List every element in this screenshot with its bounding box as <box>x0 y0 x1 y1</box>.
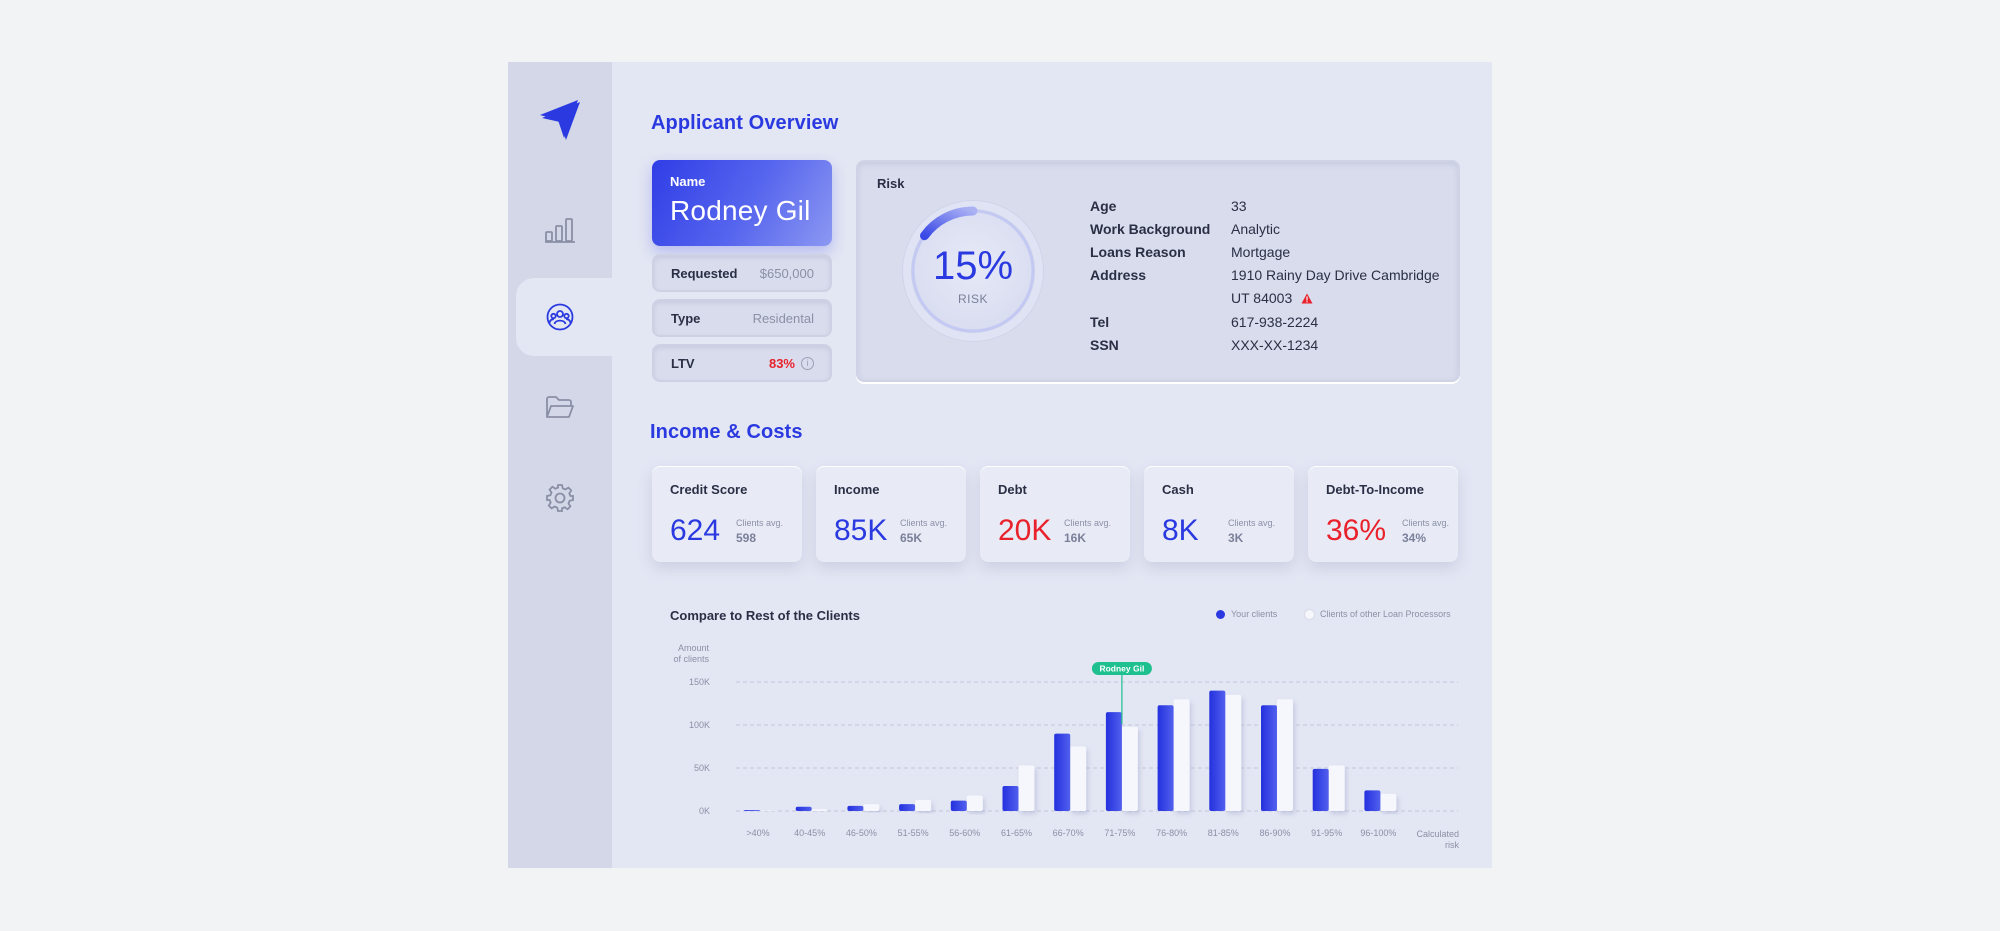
income-costs-title: Income & Costs <box>650 421 803 443</box>
legend-label: Your clients <box>1231 609 1278 619</box>
ltv-value-wrap: 83% i <box>769 356 814 371</box>
metric-card-income[interactable]: Income 85K Clients avg. 65K <box>816 466 966 562</box>
name-label: Name <box>670 174 706 189</box>
metric-avg-label: Clients avg. <box>736 518 784 528</box>
metric-avg-value: 3K <box>1228 531 1244 545</box>
metric-title: Income <box>834 482 880 497</box>
warning-icon <box>1301 293 1313 304</box>
metric-avg-label: Clients avg. <box>1228 518 1276 528</box>
metric-card-cash[interactable]: Cash 8K Clients avg. 3K <box>1144 466 1294 562</box>
detail-address-line2: UT 84003 <box>1231 290 1313 306</box>
detail-address-value: 1910 Rainy Day Drive Cambridge <box>1231 267 1440 283</box>
metric-value: 8K <box>1162 514 1199 547</box>
chart-title: Compare to Rest of the Clients <box>670 608 860 623</box>
app-window: Applicant Overview Name Rodney Gil Reque… <box>508 62 1492 868</box>
legend-swatch-white <box>1305 609 1314 619</box>
metric-avg-value: 65K <box>900 531 923 545</box>
risk-gauge <box>902 200 1044 342</box>
gear-icon <box>546 484 574 512</box>
ltv-value: 83% <box>768 355 795 371</box>
detail-age-value: 33 <box>1231 198 1247 214</box>
detail-address-key: Address <box>1090 267 1147 283</box>
detail-reason-value: Mortgage <box>1231 244 1291 260</box>
type-value: Residental <box>752 310 814 326</box>
risk-card: Risk 15% RISK Age 33 Work Background Ana… <box>856 160 1460 382</box>
metric-avg-value: 34% <box>1402 531 1427 545</box>
detail-age-key: Age <box>1090 198 1117 214</box>
applicant-name: Rodney Gil <box>670 195 811 226</box>
metric-value: 85K <box>834 514 888 547</box>
metric-value: 20K <box>998 514 1052 547</box>
detail-tel-key: Tel <box>1090 314 1110 330</box>
detail-work-value: Analytic <box>1231 221 1281 237</box>
sidebar-item-documents[interactable] <box>532 380 588 436</box>
bar-chart-icon <box>545 218 575 243</box>
applicant-overview-title: Applicant Overview <box>651 112 839 134</box>
info-icon[interactable]: i <box>801 356 814 370</box>
metric-avg-label: Clients avg. <box>1064 518 1112 528</box>
legend-your-clients[interactable]: Your clients <box>1216 609 1277 619</box>
legend-swatch-blue <box>1216 609 1225 619</box>
requested-label: Requested <box>671 265 738 281</box>
risk-percent: 15% <box>932 244 1014 288</box>
type-label: Type <box>671 310 701 326</box>
detail-reason-key: Loans Reason <box>1090 244 1186 260</box>
detail-tel-value: 617-938-2224 <box>1231 314 1319 330</box>
metric-title: Cash <box>1162 482 1194 497</box>
metric-value: 624 <box>670 514 721 547</box>
send-logo-icon[interactable] <box>538 98 584 144</box>
risk-arc <box>919 206 978 241</box>
metric-avg-value: 16K <box>1064 531 1087 545</box>
requested-field: Requested $650,000 <box>652 254 832 292</box>
legend-other-clients[interactable]: Clients of other Loan Processors <box>1305 609 1451 619</box>
detail-work-key: Work Background <box>1090 221 1211 237</box>
detail-address-line2-text: UT 84003 <box>1231 290 1293 306</box>
metric-card-debt-to-income[interactable]: Debt-To-Income 36% Clients avg. 34% <box>1308 466 1458 562</box>
requested-value: $650,000 <box>759 265 814 281</box>
metric-title: Debt-To-Income <box>1326 482 1424 497</box>
ltv-label: LTV <box>671 355 695 371</box>
applicant-name-card: Name Rodney Gil <box>652 160 832 246</box>
metric-card-credit-score[interactable]: Credit Score 624 Clients avg. 598 <box>652 466 802 562</box>
sidebar-item-applicants[interactable] <box>532 289 588 345</box>
risk-label: Risk <box>877 176 905 191</box>
metric-avg-label: Clients avg. <box>1402 518 1450 528</box>
sidebar-item-settings[interactable] <box>532 470 588 526</box>
metric-avg-value: 598 <box>736 531 757 545</box>
detail-ssn-key: SSN <box>1090 337 1119 353</box>
detail-ssn-value: XXX-XX-1234 <box>1231 337 1319 353</box>
metric-title: Credit Score <box>670 482 748 497</box>
type-field: Type Residental <box>652 299 832 337</box>
legend-label: Clients of other Loan Processors <box>1320 609 1451 619</box>
risk-caption: RISK <box>957 292 988 306</box>
folder-icon <box>546 396 574 418</box>
sidebar <box>508 62 612 868</box>
ltv-field: LTV 83% i <box>652 344 832 382</box>
metric-value: 36% <box>1326 514 1387 547</box>
metric-avg-label: Clients avg. <box>900 518 948 528</box>
sidebar-item-analytics[interactable] <box>532 202 588 258</box>
metric-card-debt[interactable]: Debt 20K Clients avg. 16K <box>980 466 1130 562</box>
metric-title: Debt <box>998 482 1027 497</box>
users-icon <box>546 303 574 331</box>
